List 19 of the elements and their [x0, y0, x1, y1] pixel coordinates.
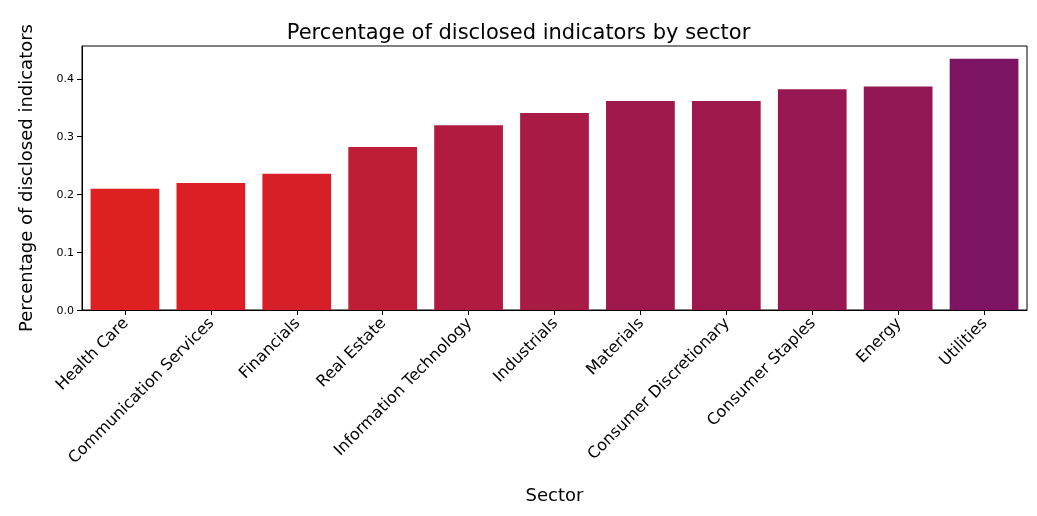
bar	[691, 100, 761, 310]
bar	[606, 100, 675, 310]
y-tick-label: 0.2	[56, 187, 74, 201]
bar	[176, 182, 246, 310]
bar	[348, 147, 418, 310]
chart-title: Percentage of disclosed indicators by sector	[286, 19, 751, 44]
x-axis-title: Sector	[525, 483, 585, 505]
bar	[949, 58, 1019, 310]
y-axis-title: Percentage of disclosed indicators	[14, 24, 36, 332]
bar	[777, 89, 847, 310]
y-tick-label: 0.4	[56, 72, 74, 86]
y-tick-label: 0.1	[56, 245, 74, 259]
bar	[434, 125, 503, 310]
y-tick-label: 0.0	[56, 303, 74, 317]
bar	[520, 113, 589, 310]
bar	[90, 188, 160, 310]
bar	[262, 173, 332, 310]
y-tick-label: 0.3	[56, 130, 74, 144]
bar	[863, 86, 933, 310]
